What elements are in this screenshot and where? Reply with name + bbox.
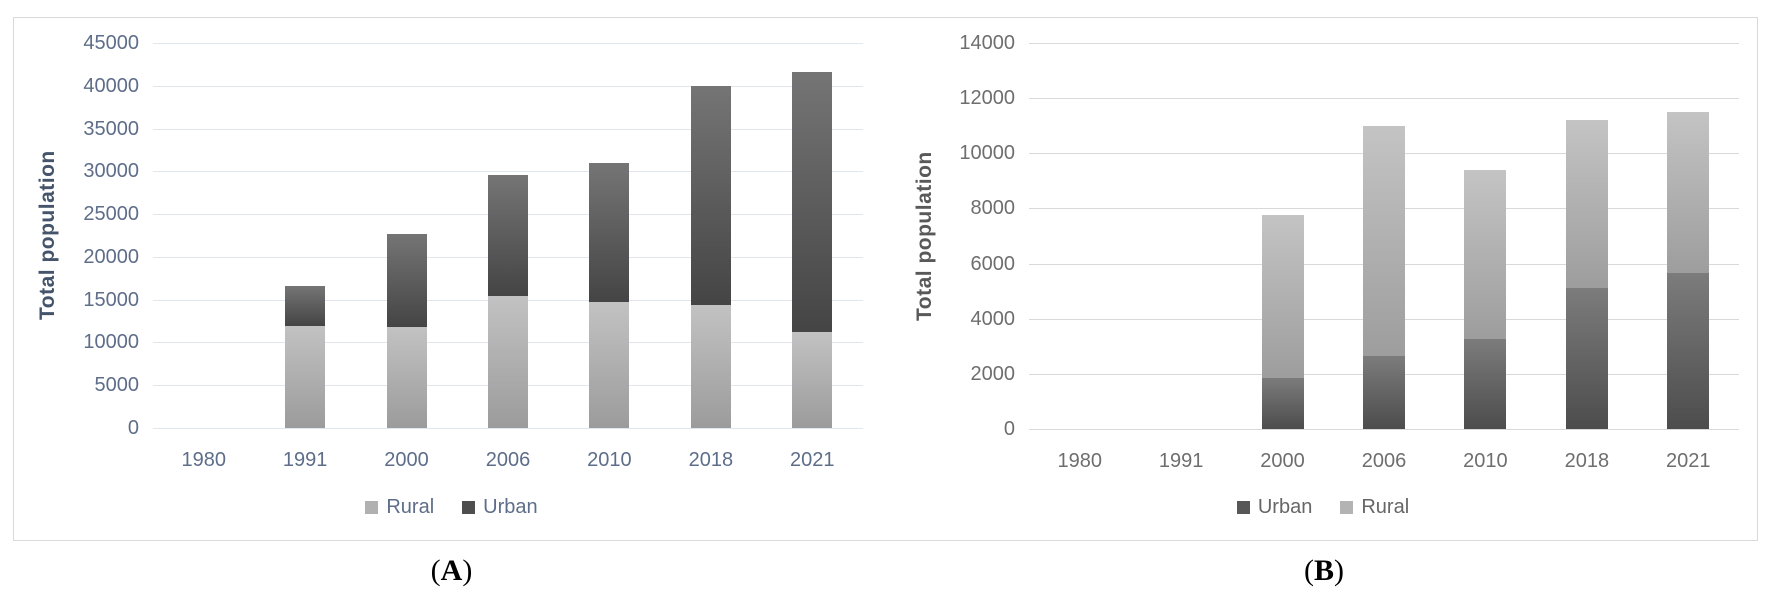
x-tick-label: 2010: [587, 449, 632, 471]
x-tick-label: 1991: [282, 449, 328, 471]
bar-segment-urban: [792, 72, 833, 333]
y-tick-label: 10000: [959, 142, 1015, 165]
x-tick-label: 2018: [688, 449, 734, 471]
bar-segment-urban: [1667, 273, 1710, 429]
bar-segment-urban: [285, 285, 326, 327]
caption-b-letter: B: [1313, 554, 1334, 587]
y-tick-label: 6000: [970, 252, 1016, 275]
gridline: [1029, 98, 1739, 100]
y-tick-label: 0: [127, 417, 139, 439]
bar-segment-rural: [1667, 111, 1710, 274]
y-tick-label: 10000: [83, 331, 139, 354]
y-tick-label: 40000: [83, 74, 139, 97]
x-axis-line: [1029, 429, 1739, 430]
bar-segment-rural: [589, 302, 630, 428]
x-tick-label: 1980: [181, 449, 226, 471]
bar-segment-urban: [589, 162, 630, 303]
bar-segment-rural: [1261, 215, 1304, 378]
x-axis-line: [153, 428, 863, 429]
y-tick-label: 25000: [83, 203, 139, 226]
bar-segment-rural: [386, 327, 427, 428]
caption-b: (B): [890, 554, 1758, 588]
gridline: [153, 85, 863, 87]
x-tick-label: 2021: [1666, 450, 1711, 472]
gridline: [1029, 43, 1739, 44]
y-tick-label: 30000: [83, 160, 139, 183]
y-axis-title-a: Total population: [36, 150, 59, 321]
bar-segment-urban: [1565, 288, 1608, 429]
y-tick-label: 0: [1003, 418, 1015, 440]
gridline: [153, 43, 863, 44]
legend-b: Urban Rural: [889, 496, 1757, 519]
caption-b-paren-close: ): [1334, 554, 1344, 587]
legend-label-urban: Urban: [1257, 496, 1313, 518]
bar-segment-rural: [792, 332, 833, 428]
legend-label-rural: Rural: [386, 496, 435, 518]
y-tick-label: 12000: [959, 87, 1015, 110]
caption-b-paren-open: (: [1303, 554, 1314, 587]
x-tick-label: 2006: [485, 449, 531, 471]
bar-segment-rural: [690, 304, 731, 428]
legend-swatch-urban: [1236, 501, 1250, 514]
legend-label-rural: Rural: [1361, 496, 1410, 518]
caption-a-paren-close: ): [462, 554, 473, 587]
bar-segment-urban: [386, 233, 427, 328]
y-tick-label: 20000: [83, 245, 139, 268]
y-tick-label: 15000: [83, 288, 139, 311]
gridline: [153, 128, 863, 130]
x-tick-label: 2000: [384, 449, 429, 471]
legend-swatch-rural: [1340, 501, 1354, 514]
bar-segment-rural: [1464, 169, 1507, 340]
bar-segment-urban: [488, 174, 528, 297]
y-tick-label: 45000: [83, 32, 139, 54]
legend-item-rural: Rural: [1340, 496, 1409, 519]
legend-swatch-urban: [462, 501, 476, 514]
legend-item-urban: Urban: [1236, 496, 1313, 519]
caption-a: (A): [13, 554, 890, 588]
bar-segment-rural: [488, 296, 528, 428]
bar-segment-urban: [690, 85, 731, 305]
legend-item-rural: Rural: [365, 496, 434, 519]
x-tick-label: 2010: [1463, 450, 1508, 472]
gridline: [153, 171, 863, 173]
y-tick-label: 8000: [970, 197, 1016, 220]
bar-segment-rural: [1363, 125, 1405, 356]
caption-a-paren-open: (: [430, 554, 441, 587]
y-tick-label: 4000: [970, 307, 1016, 330]
legend-item-urban: Urban: [462, 496, 538, 519]
x-tick-label: 2021: [790, 449, 835, 471]
bar-segment-rural: [1565, 120, 1608, 289]
y-tick-label: 35000: [83, 117, 139, 140]
y-tick-label: 2000: [970, 362, 1016, 385]
bar-segment-urban: [1464, 339, 1507, 429]
legend-label-urban: Urban: [483, 496, 538, 518]
x-tick-label: 1991: [1158, 450, 1204, 472]
chart-panel-b: Total population Urban Rural 0 2000 4000 600…: [889, 17, 1758, 541]
caption-a-letter: A: [440, 554, 463, 587]
y-tick-label: 14000: [959, 32, 1015, 54]
x-tick-label: 2000: [1260, 450, 1305, 472]
bar-segment-urban: [1261, 377, 1304, 429]
x-tick-label: 2018: [1564, 450, 1610, 472]
legend-swatch-rural: [365, 501, 379, 514]
x-tick-label: 2006: [1361, 450, 1407, 472]
x-tick-label: 1980: [1057, 450, 1102, 472]
y-tick-label: 5000: [94, 374, 140, 397]
legend-a: Rural Urban: [14, 496, 889, 519]
chart-panel-a: Total population Rural Urban 0 5000 10000 15…: [13, 17, 890, 541]
bar-segment-urban: [1363, 355, 1405, 429]
bar-segment-rural: [285, 326, 326, 428]
